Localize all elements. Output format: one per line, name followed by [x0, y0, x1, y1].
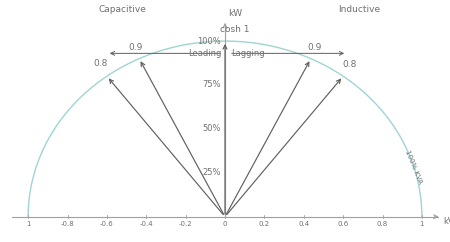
Text: kVAr: kVAr	[444, 217, 450, 226]
Text: Capacitive: Capacitive	[99, 5, 147, 14]
Text: 0.9: 0.9	[307, 43, 322, 52]
Text: 0.4: 0.4	[298, 221, 309, 227]
Text: 100%: 100%	[197, 37, 221, 45]
Text: -0.6: -0.6	[100, 221, 114, 227]
Text: -0.8: -0.8	[61, 221, 74, 227]
Text: 0.8: 0.8	[94, 59, 108, 68]
Text: Leading: Leading	[188, 49, 221, 58]
Text: 75%: 75%	[202, 81, 221, 90]
Text: 25%: 25%	[202, 168, 221, 177]
Text: kW: kW	[228, 9, 242, 18]
Text: 0.2: 0.2	[259, 221, 270, 227]
Text: 1: 1	[419, 221, 424, 227]
Text: 0.9: 0.9	[128, 43, 143, 52]
Text: 1: 1	[26, 221, 31, 227]
Text: 100% KVA: 100% KVA	[404, 149, 423, 185]
Text: 0: 0	[223, 221, 227, 227]
Text: Inductive: Inductive	[338, 5, 380, 14]
Text: 0.8: 0.8	[343, 60, 357, 69]
Text: cosh 1: cosh 1	[220, 25, 250, 34]
Text: 50%: 50%	[202, 124, 221, 133]
Text: 0.8: 0.8	[377, 221, 388, 227]
Text: -0.2: -0.2	[179, 221, 193, 227]
Text: Lagging: Lagging	[231, 49, 265, 58]
Text: -0.4: -0.4	[140, 221, 153, 227]
Text: 0.6: 0.6	[338, 221, 349, 227]
